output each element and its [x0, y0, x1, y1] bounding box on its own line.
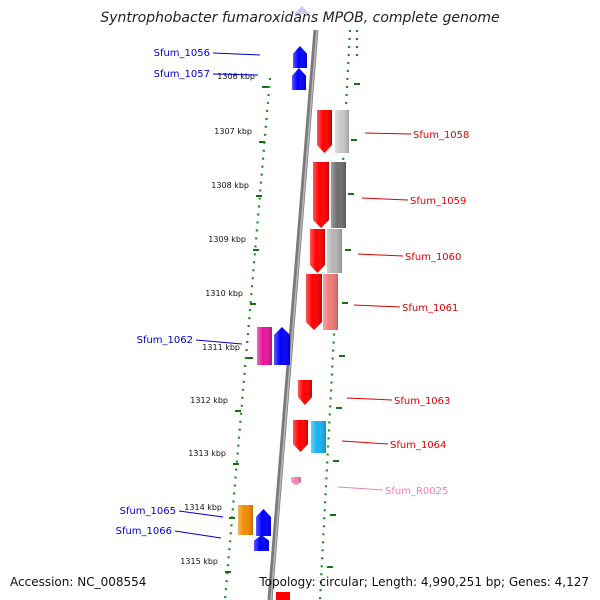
- dotted-tracks: [223, 29, 359, 600]
- kbp-tick-label: 1310 kbp: [205, 289, 243, 298]
- gene-1060-shade: [310, 229, 325, 273]
- gene-label-leader: [195, 339, 243, 345]
- kbp-tick-label: 1315 kbp: [180, 557, 218, 566]
- gene-1058-shade: [317, 110, 332, 153]
- gene-label: Sfum_1065: [120, 506, 176, 517]
- gene-label: Sfum_1056: [154, 48, 210, 59]
- gene-1065-shade: [256, 509, 271, 536]
- gene-label-leader: [341, 440, 389, 445]
- gene-features: [238, 46, 349, 600]
- gene-1061-shade: [306, 274, 322, 330]
- gene-1064-shade: [293, 420, 308, 452]
- page-title: Syntrophobacter fumaroxidans MPOB, compl…: [100, 10, 500, 26]
- gene-1059-cog-shade: [331, 162, 346, 228]
- gene-label: Sfum_1060: [405, 252, 461, 263]
- gene-1056-shade: [293, 46, 307, 68]
- gene-label: Sfum_1066: [116, 526, 172, 537]
- gene-label: Sfum_1058: [413, 130, 469, 141]
- gene-label-leader: [364, 132, 412, 135]
- gene-1063-shade: [298, 380, 312, 405]
- gene-label-leader: [212, 73, 259, 76]
- gene-1059-shade: [313, 162, 329, 228]
- accession-text: Accession: NC_008554: [10, 575, 147, 589]
- gene-1060-cog-shade: [327, 229, 342, 273]
- gene-label: Sfum_R0025: [385, 486, 448, 497]
- gene-label: Sfum_1062: [137, 335, 193, 346]
- gene-1062-shade: [274, 327, 290, 365]
- genome-backbone: [267, 6, 319, 600]
- gene-R0025-shade: [291, 477, 301, 485]
- kbp-tick-label: 1306 kbp: [217, 72, 255, 81]
- backbone-cap: [294, 6, 310, 14]
- gene-label-leader: [337, 486, 384, 491]
- kbp-tick-label: 1311 kbp: [202, 343, 240, 352]
- gene-partial-bottom: [276, 592, 290, 600]
- gene-label: Sfum_1061: [402, 303, 458, 314]
- kbp-tick-label: 1312 kbp: [190, 396, 228, 405]
- backbone-highlight: [270, 29, 318, 600]
- gene-label-leader: [212, 52, 261, 56]
- kbp-tick-label: 1313 kbp: [188, 449, 226, 458]
- gene-label-leader: [346, 397, 393, 401]
- gene-labels: Sfum_1056 Sfum_1057 Sfum_1058 Sfum_1059 Sfum…: [116, 48, 469, 539]
- gene-label: Sfum_1064: [390, 440, 446, 451]
- gene-label-leader: [361, 197, 409, 201]
- gene-1061-cog-shade: [323, 274, 338, 330]
- gene-label: Sfum_1063: [394, 396, 450, 407]
- gene-label-leader: [357, 253, 404, 257]
- gene-label-leader: [178, 510, 224, 518]
- gene-label-leader: [353, 304, 401, 308]
- kbp-tick-label: 1309 kbp: [208, 235, 246, 244]
- gene-label: Sfum_1059: [410, 196, 466, 207]
- gene-1064-cog-shade: [311, 421, 326, 453]
- gene-1058-cog-shade: [335, 110, 349, 153]
- gene-label-leader: [174, 530, 222, 539]
- gene-1065-cog-shade: [238, 505, 253, 535]
- genome-summary: Topology: circular; Length: 4,990,251 bp…: [259, 575, 589, 589]
- backbone-line: [267, 29, 319, 600]
- gene-1066-shade: [254, 535, 269, 551]
- gene-1062-cog-shade: [257, 327, 272, 365]
- kbp-tick-label: 1314 kbp: [184, 503, 222, 512]
- kbp-tick-label: 1308 kbp: [211, 181, 249, 190]
- gene-label: Sfum_1057: [154, 69, 210, 80]
- gene-1057-shade: [292, 68, 306, 90]
- kbp-tick-label: 1307 kbp: [214, 127, 252, 136]
- kbp-ruler: 1306 kbp 1307 kbp 1308 kbp 1309 kbp 1310 kbp…: [180, 72, 360, 573]
